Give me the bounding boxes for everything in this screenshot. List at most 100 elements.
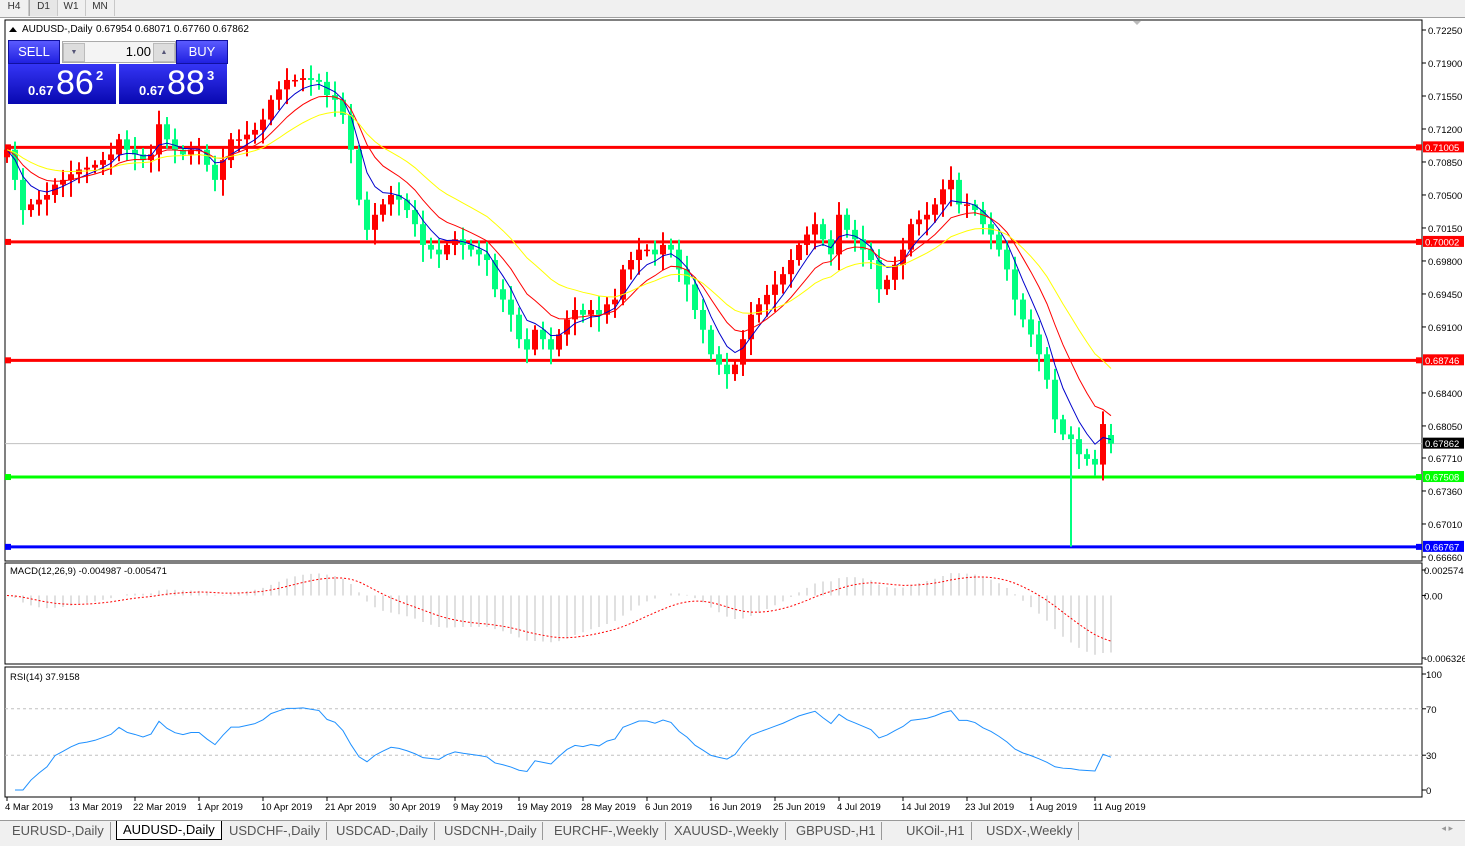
buy-button[interactable]: BUY	[176, 40, 228, 64]
lot-value[interactable]: 1.00	[125, 44, 151, 59]
candle-body	[212, 164, 218, 180]
chart-shift-marker	[1133, 21, 1141, 25]
timeframe-h4[interactable]: H4	[0, 0, 29, 16]
date-tick-label: 16 Jun 2019	[709, 802, 761, 813]
price-label-bg	[1423, 354, 1464, 366]
chart-tab[interactable]: EURUSD-,Daily	[6, 822, 111, 840]
main-panel-frame	[4, 19, 1423, 562]
date-tick-label: 4 Jul 2019	[837, 802, 881, 813]
candle-body	[276, 89, 282, 100]
moving-average-line	[6, 95, 1112, 417]
lot-decrease-button[interactable]: ▼	[63, 43, 85, 62]
date-tick-label: 9 May 2019	[453, 802, 503, 813]
candle-body	[860, 239, 866, 250]
candle-body	[484, 254, 490, 261]
candle-body	[876, 260, 882, 290]
price-tick-label: 0.71550	[1428, 92, 1462, 103]
price-tick-label: 0.69100	[1428, 323, 1462, 334]
candle-body	[116, 139, 122, 155]
candle-body	[964, 204, 970, 206]
candle-body	[980, 210, 986, 225]
chart-tab[interactable]: AUDUSD-,Daily	[116, 821, 222, 840]
candle-body	[532, 329, 538, 350]
chart-tab[interactable]: XAUUSD-,Weekly	[668, 822, 786, 840]
sell-button[interactable]: SELL	[8, 40, 60, 64]
candle-body	[724, 364, 730, 375]
buy-price[interactable]: 0.67 88 3	[119, 64, 227, 104]
candle-body	[604, 304, 610, 315]
chart-tab[interactable]: USDCAD-,Daily	[330, 822, 435, 840]
candle-body	[380, 204, 386, 215]
candle-body	[92, 164, 98, 168]
candle-body	[972, 204, 978, 211]
chart-tab[interactable]: USDCHF-,Daily	[223, 822, 327, 840]
candle-body	[548, 339, 554, 350]
level-price-label: 0.71005	[1425, 143, 1459, 154]
rsi-tick-label: 0	[1426, 786, 1431, 797]
macd-tick-label: 0.002574	[1424, 566, 1464, 577]
candle-body	[1100, 424, 1106, 465]
line-handle	[5, 357, 11, 364]
candle-body	[508, 299, 514, 315]
candle-body	[884, 279, 890, 290]
price-chart[interactable]: AUDUSD-,Daily 0.67954 0.68071 0.67760 0.6…	[0, 18, 1465, 820]
date-tick-label: 19 May 2019	[517, 802, 572, 813]
timeframe-mn[interactable]: MN	[86, 0, 115, 16]
rsi-tick-label: 100	[1426, 670, 1442, 681]
candle-body	[476, 249, 482, 255]
sell-price[interactable]: 0.67 86 2	[8, 64, 116, 104]
price-tick-label: 0.71200	[1428, 125, 1462, 136]
price-tick-label: 0.68050	[1428, 422, 1462, 433]
rsi-tick-label: 70	[1426, 705, 1437, 716]
candle-body	[796, 244, 802, 261]
date-tick-label: 13 Mar 2019	[69, 802, 122, 813]
moving-average-line	[6, 111, 1112, 369]
candle-body	[620, 269, 626, 300]
price-tick-label: 0.67710	[1428, 454, 1462, 465]
candle-body	[764, 294, 770, 305]
candle-body	[4, 149, 10, 158]
chart-tab[interactable]: USDCNH-,Daily	[438, 822, 544, 840]
macd-panel-frame	[4, 562, 1423, 665]
lot-increase-button[interactable]: ▲	[153, 43, 175, 62]
candle-body	[556, 334, 562, 350]
chart-tab[interactable]: UKOil-,H1	[900, 822, 972, 840]
candle-body	[68, 174, 74, 180]
chart-tab[interactable]: GBPUSD-,H1	[790, 822, 883, 840]
price-tick-label: 0.69800	[1428, 257, 1462, 268]
candle-body	[1084, 454, 1090, 459]
candle-body	[756, 304, 762, 315]
tab-scroll-arrows[interactable]: ◂ ▸	[1441, 823, 1453, 833]
candle-body	[356, 149, 362, 200]
candle-body	[844, 214, 850, 230]
rsi-panel-frame	[4, 666, 1423, 798]
price-tick-label: 0.68400	[1428, 389, 1462, 400]
candle-body	[788, 260, 794, 275]
price-tick-label: 0.67010	[1428, 520, 1462, 531]
candle-body	[284, 79, 290, 90]
macd-tick-label: -0.006326	[1424, 654, 1465, 665]
candle-body	[812, 224, 818, 235]
candle-body	[36, 199, 42, 205]
candle-body	[668, 244, 674, 250]
chart-tab[interactable]: EURCHF-,Weekly	[548, 822, 666, 840]
price-tick-label: 0.70850	[1428, 158, 1462, 169]
candle-body	[596, 309, 602, 315]
candle-body	[28, 204, 34, 211]
candle-body	[772, 284, 778, 295]
candle-body	[124, 139, 130, 150]
candle-body	[188, 149, 194, 155]
candle-body	[916, 219, 922, 225]
line-handle	[1416, 474, 1422, 481]
candle-body	[1052, 379, 1058, 420]
candle-body	[20, 179, 26, 211]
candle-body	[244, 134, 250, 140]
lot-size-input[interactable]: ▼ 1.00 ▲	[62, 41, 176, 63]
buy-price-fraction: 3	[207, 68, 215, 83]
candle-body	[652, 249, 658, 255]
timeframe-d1[interactable]: D1	[29, 0, 58, 16]
candle-body	[892, 264, 898, 280]
price-label-bg	[1423, 141, 1464, 153]
timeframe-w1[interactable]: W1	[57, 0, 86, 16]
chart-tab[interactable]: USDX-,Weekly	[980, 822, 1080, 840]
